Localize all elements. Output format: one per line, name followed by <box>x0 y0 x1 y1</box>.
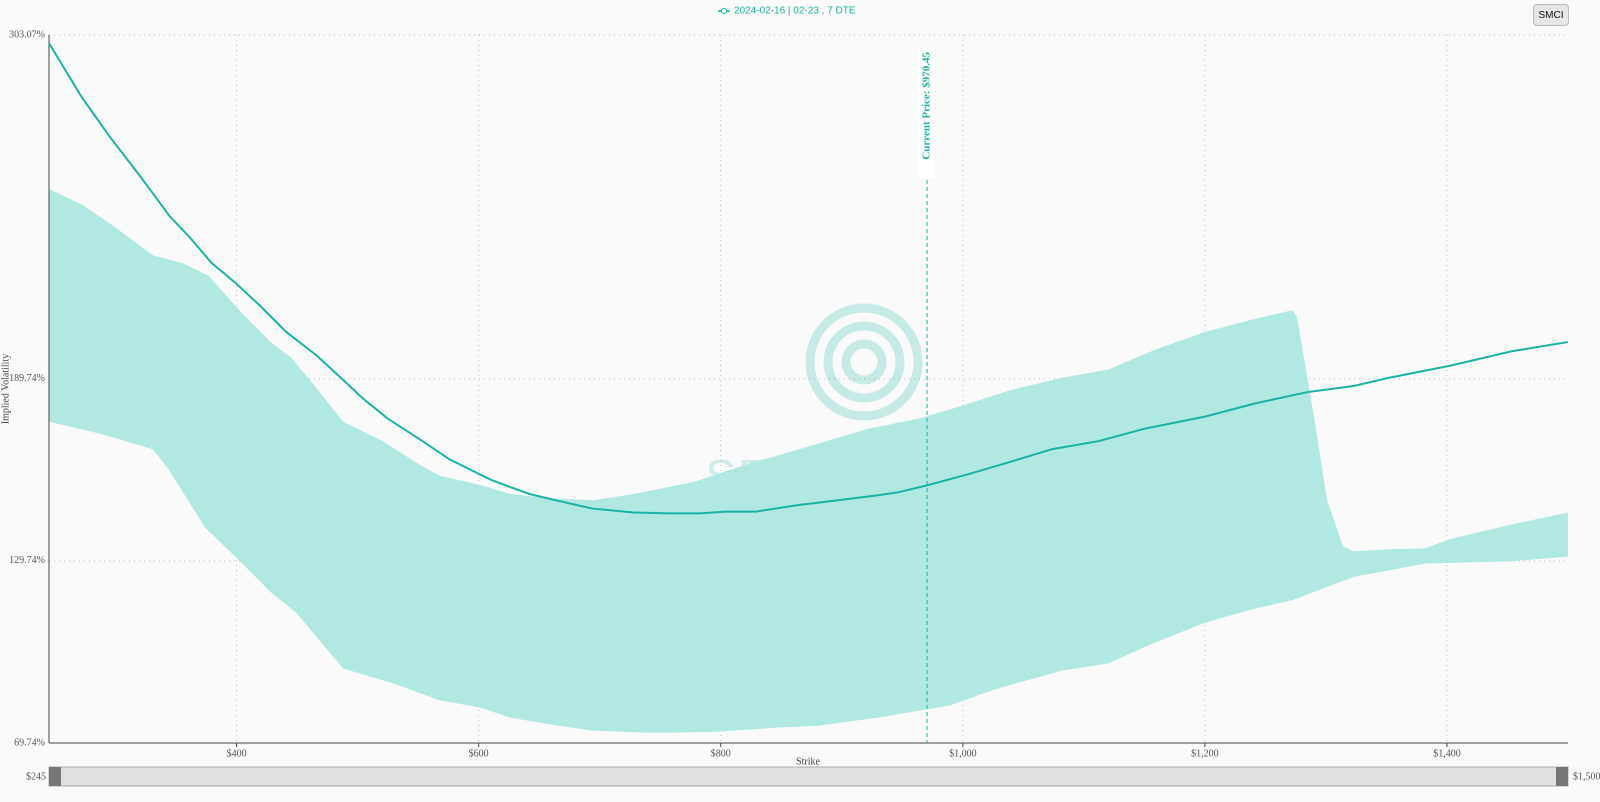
x-axis-label: Strike <box>796 756 820 767</box>
y-tick-label: 189.74% <box>9 373 45 384</box>
x-tick-label: $1,400 <box>1433 748 1461 759</box>
watermark-logo <box>805 303 923 421</box>
ticker-button[interactable]: SMCI <box>1533 4 1569 26</box>
y-axis-label: Implied Volatility <box>0 354 11 424</box>
y-tick-label: 303.07% <box>9 29 45 40</box>
slider-handle[interactable] <box>49 767 61 786</box>
current-price-label-bg <box>919 48 936 178</box>
x-tick-label: $600 <box>469 748 489 759</box>
range-slider[interactable] <box>48 766 1569 787</box>
iv-range-band <box>49 189 1568 733</box>
legend-marker <box>721 8 727 14</box>
y-tick-label: 69.74% <box>14 737 45 748</box>
x-tick-label: $800 <box>711 748 731 759</box>
iv-line <box>48 42 1569 515</box>
x-tick-label: $1,000 <box>949 748 977 759</box>
slider-max-label: $1,500 <box>1573 771 1600 782</box>
slider-min-label: $245 <box>26 771 46 782</box>
x-tick-label: $1,200 <box>1191 748 1219 759</box>
x-tick-label: $400 <box>227 748 247 759</box>
y-tick-label: 129.74% <box>9 555 45 566</box>
legend-label: 2024-02-16 | 02-23 , 7 DTE <box>734 6 856 17</box>
slider-handle[interactable] <box>1556 767 1568 786</box>
current-price-label: Current Price: $970.45 <box>921 52 933 160</box>
